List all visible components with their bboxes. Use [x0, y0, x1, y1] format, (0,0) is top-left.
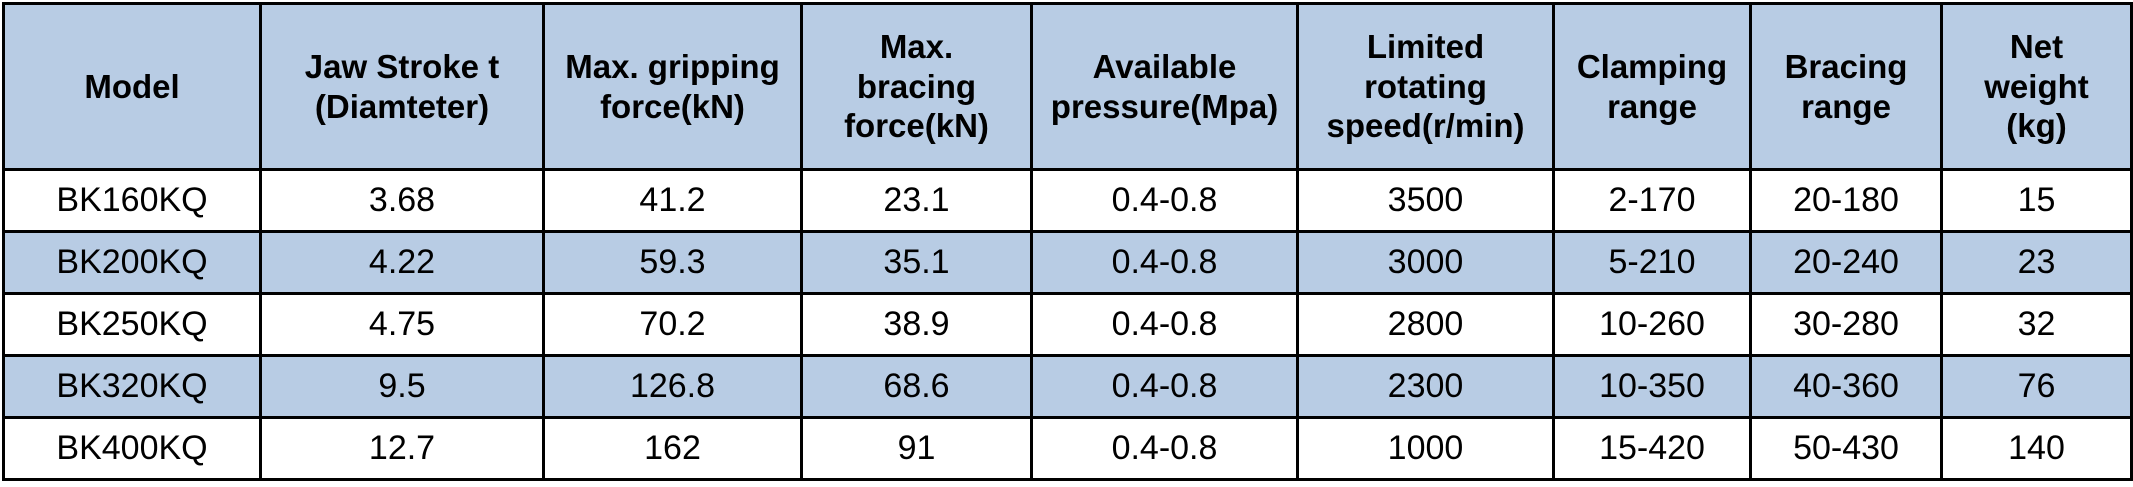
cell-jaw-stroke: 3.68 [259, 168, 545, 233]
cell-limited-rotating-speed: 1000 [1296, 416, 1555, 481]
cell-max-bracing-force: 35.1 [800, 230, 1033, 295]
header-bracing-range-line: Bracing [1784, 47, 1908, 85]
cell-net-weight: 15 [1940, 168, 2133, 233]
header-bracing-range: Bracing range [1749, 2, 1943, 171]
cell-bracing-range: 40-360 [1749, 354, 1943, 419]
header-jaw-stroke: Jaw Stroke t (Diamteter) [259, 2, 545, 171]
cell-net-weight: 140 [1940, 416, 2133, 481]
cell-net-weight: 23 [1940, 230, 2133, 295]
header-available-pressure-line: Available [1092, 47, 1237, 85]
cell-available-pressure: 0.4-0.8 [1030, 230, 1299, 295]
cell-clamping-range: 2-170 [1552, 168, 1752, 233]
cell-model: BK250KQ [2, 292, 262, 357]
header-clamping-range: Clamping range [1552, 2, 1752, 171]
cell-jaw-stroke: 9.5 [259, 354, 545, 419]
header-row: Model Jaw Stroke t (Diamteter) Max. grip… [2, 2, 2133, 171]
cell-max-bracing-force: 23.1 [800, 168, 1033, 233]
cell-limited-rotating-speed: 3000 [1296, 230, 1555, 295]
cell-net-weight: 32 [1940, 292, 2133, 357]
header-net-weight: Net weight (kg) [1940, 2, 2133, 171]
header-model: Model [2, 2, 262, 171]
cell-limited-rotating-speed: 2800 [1296, 292, 1555, 357]
header-max-bracing-force-line: force(kN) [844, 107, 989, 145]
cell-bracing-range: 20-180 [1749, 168, 1943, 233]
cell-bracing-range: 30-280 [1749, 292, 1943, 357]
cell-jaw-stroke: 4.75 [259, 292, 545, 357]
header-model-line: Model [84, 67, 180, 105]
header-jaw-stroke-line: (Diamteter) [314, 87, 490, 125]
cell-max-bracing-force: 38.9 [800, 292, 1033, 357]
header-max-bracing-force: Max. bracing force(kN) [800, 2, 1033, 171]
table-row: BK250KQ 4.75 70.2 38.9 0.4-0.8 2800 10-2… [2, 292, 2133, 357]
header-max-bracing-force-line: bracing [856, 67, 977, 105]
header-available-pressure-line: pressure(Mpa) [1050, 87, 1279, 125]
cell-available-pressure: 0.4-0.8 [1030, 416, 1299, 481]
cell-jaw-stroke: 4.22 [259, 230, 545, 295]
table-row: BK160KQ 3.68 41.2 23.1 0.4-0.8 3500 2-17… [2, 168, 2133, 233]
header-max-gripping-force-line: Max. gripping [565, 47, 780, 85]
cell-clamping-range: 10-260 [1552, 292, 1752, 357]
header-net-weight-line: (kg) [2006, 107, 2067, 145]
header-limited-rotating-speed-line: rotating [1364, 67, 1487, 105]
cell-max-bracing-force: 91 [800, 416, 1033, 481]
cell-max-gripping-force: 59.3 [542, 230, 803, 295]
header-clamping-range-line: range [1607, 87, 1697, 125]
cell-available-pressure: 0.4-0.8 [1030, 292, 1299, 357]
cell-limited-rotating-speed: 2300 [1296, 354, 1555, 419]
table-row: BK200KQ 4.22 59.3 35.1 0.4-0.8 3000 5-21… [2, 230, 2133, 295]
cell-model: BK320KQ [2, 354, 262, 419]
header-net-weight-line: Net [2009, 28, 2064, 66]
cell-max-gripping-force: 70.2 [542, 292, 803, 357]
cell-clamping-range: 15-420 [1552, 416, 1752, 481]
table-row: BK400KQ 12.7 162 91 0.4-0.8 1000 15-420 … [2, 416, 2133, 481]
cell-max-gripping-force: 162 [542, 416, 803, 481]
header-available-pressure: Available pressure(Mpa) [1030, 2, 1299, 171]
header-max-gripping-force-line: force(kN) [600, 87, 745, 125]
cell-limited-rotating-speed: 3500 [1296, 168, 1555, 233]
cell-available-pressure: 0.4-0.8 [1030, 354, 1299, 419]
header-jaw-stroke-line: Jaw Stroke t [304, 47, 500, 85]
cell-available-pressure: 0.4-0.8 [1030, 168, 1299, 233]
cell-max-gripping-force: 41.2 [542, 168, 803, 233]
cell-max-bracing-force: 68.6 [800, 354, 1033, 419]
cell-jaw-stroke: 12.7 [259, 416, 545, 481]
cell-model: BK160KQ [2, 168, 262, 233]
cell-max-gripping-force: 126.8 [542, 354, 803, 419]
cell-model: BK400KQ [2, 416, 262, 481]
cell-clamping-range: 5-210 [1552, 230, 1752, 295]
header-limited-rotating-speed: Limited rotating speed(r/min) [1296, 2, 1555, 171]
header-clamping-range-line: Clamping [1576, 47, 1728, 85]
cell-bracing-range: 20-240 [1749, 230, 1943, 295]
header-max-bracing-force-line: Max. [879, 28, 954, 66]
cell-bracing-range: 50-430 [1749, 416, 1943, 481]
header-limited-rotating-speed-line: speed(r/min) [1326, 107, 1525, 145]
header-bracing-range-line: range [1801, 87, 1891, 125]
header-net-weight-line: weight [1984, 67, 2089, 105]
header-limited-rotating-speed-line: Limited [1366, 28, 1485, 66]
cell-net-weight: 76 [1940, 354, 2133, 419]
header-max-gripping-force: Max. gripping force(kN) [542, 2, 803, 171]
cell-model: BK200KQ [2, 230, 262, 295]
table-row: BK320KQ 9.5 126.8 68.6 0.4-0.8 2300 10-3… [2, 354, 2133, 419]
cell-clamping-range: 10-350 [1552, 354, 1752, 419]
